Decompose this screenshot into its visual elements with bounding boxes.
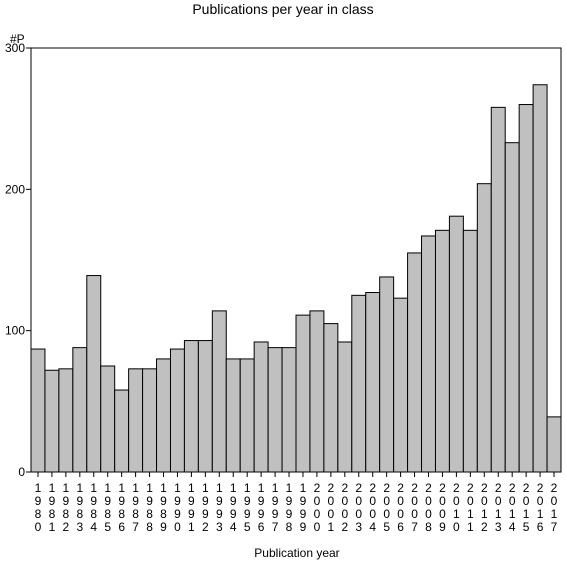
bars-group [30,84,562,473]
bar-1998 [281,347,297,473]
bar-2009 [434,229,450,473]
bar-1987 [128,368,144,473]
bar-1984 [86,275,102,473]
bar-2008 [421,235,436,473]
bar-1982 [58,368,74,473]
bar-1999 [295,314,311,473]
bar-2014 [504,142,520,473]
bar-2005 [379,276,395,473]
bar-2007 [407,252,423,473]
bar-1996 [253,341,269,473]
bar-1981 [44,369,60,473]
bar-2013 [490,106,506,473]
bar-1993 [211,310,227,473]
bar-1992 [197,340,213,473]
plot-frame [30,47,562,473]
y-axis: 0 100 200 300 [5,41,31,479]
bar-1990 [169,348,185,473]
bar-1980 [30,348,46,473]
bar-1995 [239,358,255,473]
bar-2001 [323,323,339,473]
x-axis: 1 9 8 0 1 9 8 1 1 9 8 2 1 9 8 3 1 9 8 4 1 9 8 5 1 9 8 6 1 9 8 7 1 9 8 8 1 9 8 9… [35,472,558,534]
bar-1997 [267,347,283,473]
bar-1989 [156,358,171,473]
bar-1988 [142,368,158,473]
y-tick-label-0: 0 [18,465,25,479]
y-tick-label-100: 100 [5,324,25,338]
y-axis-label: #P [10,32,25,46]
bar-2000 [309,310,325,473]
bar-1985 [100,365,116,473]
y-tick-label-200: 200 [5,182,25,196]
x-axis-label: Publication year [254,546,339,560]
bar-2015 [518,104,534,473]
chart-title: Publications per year in class [192,1,373,17]
bar-1983 [72,347,88,473]
bar-2016 [532,84,548,473]
bar-2012 [476,183,492,473]
bar-2004 [365,292,381,473]
bar-1991 [183,340,199,473]
bar-2006 [393,297,409,473]
bar-2002 [337,341,353,473]
bar-2003 [351,294,367,473]
y-tick-label-300: 300 [5,41,25,55]
bar-2010 [448,215,464,473]
bar-1986 [114,389,130,473]
bar-2017 [546,416,562,473]
bar-2011 [462,229,478,473]
bar-1994 [225,358,241,473]
